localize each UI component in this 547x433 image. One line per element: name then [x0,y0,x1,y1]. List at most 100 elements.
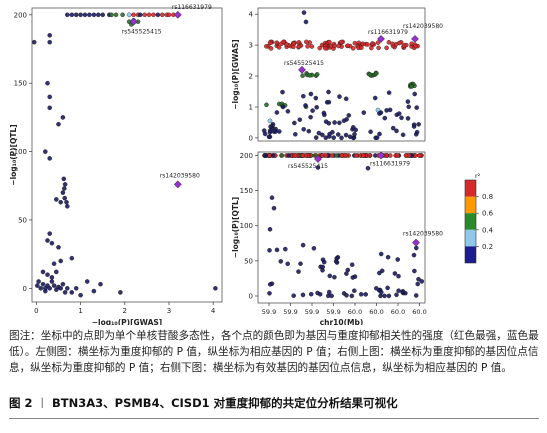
top-right-data-point [390,125,396,131]
top-right-data-point [332,120,337,125]
top-right-lead-snp-marker [377,34,385,43]
top-right-y-tick-label: 1 [249,103,253,111]
left-data-point [213,286,218,291]
left-data-point [31,39,37,45]
top-right-data-point [405,116,411,121]
top-right-data-point [267,40,273,46]
bottom-right-data-point [352,288,357,293]
left-data-point [100,12,105,18]
top-right-data-point [367,72,373,77]
top-right-data-point [396,111,402,116]
left-data-point [82,12,88,18]
left-data-point [69,255,75,261]
legend-color-segment [465,246,476,263]
left-data-point [47,105,52,111]
left-data-point [40,281,46,287]
left-data-point [61,176,67,182]
bottom-right-y-tick-label: 100 [240,222,253,230]
left-data-point [54,197,59,202]
legend-label: 0.8 [482,193,493,201]
top-right-annotation-rs142039580: rs142039580 [403,23,443,30]
left-data-point [62,195,67,201]
left-y-axis-label: −log₁₀(P)[QTL] [9,124,18,185]
left-data-point [45,238,50,243]
bottom-right-data-point [382,293,387,299]
bottom-right-x-tick-label: 59.9 [326,308,340,316]
top-right-data-point [323,119,329,124]
top-right-data-point [339,135,344,141]
bottom-right-data-point [267,227,273,232]
bottom-right-data-point [279,153,285,158]
legend-label: 0.6 [482,210,494,218]
bottom-right-data-point [353,153,359,158]
legend-color-segment [465,180,476,197]
top-right-data-point [345,43,350,48]
top-right-data-point [394,128,399,134]
bottom-right-data-point [385,285,390,291]
left-y-tick-label: 50 [18,216,27,224]
bottom-right-data-point [298,261,303,266]
top-right-data-point [339,39,344,45]
bottom-right-y-axis-label: −log₁₀(P)[QTL] [231,197,240,258]
bottom-right-data-point [363,292,368,297]
left-data-point [151,12,156,18]
left-data-point [60,115,66,120]
bottom-right-data-point [267,291,272,296]
legend-frame [464,179,477,264]
left-data-point [118,290,123,295]
top-right-data-point [274,40,279,45]
bottom-right-data-point [388,153,393,158]
bottom-right-data-point [344,293,349,298]
top-right-y-tick-label: 3 [249,42,253,50]
left-y-tick-label: 150 [14,80,27,88]
figure-note: 图注：坐标中的点即为单个单核苷酸多态性，各个点的颜色即为基因与重度抑郁相关性的强… [9,330,539,374]
top-right-data-point [327,39,332,45]
top-right-data-point [303,103,308,108]
bottom-right-lead-snp-marker [412,238,420,247]
top-right-y-tick-label: 0 [249,134,253,142]
left-data-point [166,12,172,18]
top-right-data-point [308,91,314,97]
left-data-point [43,286,48,291]
top-right-data-point [267,118,273,124]
top-right-data-point [293,132,298,137]
top-right-data-point [313,95,319,101]
left-data-point [155,12,161,18]
top-right-data-point [292,120,297,126]
top-right-data-point [390,41,395,47]
bottom-right-data-point [367,153,373,158]
top-right-data-point [301,127,306,132]
bottom-right-data-point [291,293,296,298]
bottom-right-x-axis-label: chr10(Mb) [320,318,364,325]
top-right-data-point [326,89,331,95]
top-right-data-point [343,96,349,102]
bottom-right-data-point [365,165,371,171]
top-right-data-point [291,41,297,47]
top-right-data-point [326,99,332,105]
left-data-point [62,182,68,187]
bottom-right-data-point [378,293,383,299]
bottom-right-x-tick-label: 60.0 [391,308,405,316]
bottom-right-data-point [292,153,298,158]
left-data-point [58,286,63,291]
bottom-right-data-point [296,269,301,274]
left-data-point [56,245,61,250]
top-right-data-point [297,117,303,122]
left-data-point [160,12,165,18]
top-right-data-point [316,130,322,136]
left-data-point [47,231,52,236]
bottom-right-data-point [332,274,337,280]
top-right-data-point [337,94,342,99]
bottom-right-data-point [344,271,349,276]
legend-color-segment [465,196,476,214]
top-right-data-point [400,132,406,138]
top-right-data-point [310,108,315,113]
bottom-right-data-point [349,262,355,267]
left-x-tick-label: 0 [34,307,38,315]
top-right-data-point [308,114,313,120]
top-right-data-point [377,111,382,116]
top-right-data-point [303,19,309,25]
top-right-data-point [264,44,269,49]
top-right-data-point [350,46,356,51]
left-data-point [49,275,55,280]
